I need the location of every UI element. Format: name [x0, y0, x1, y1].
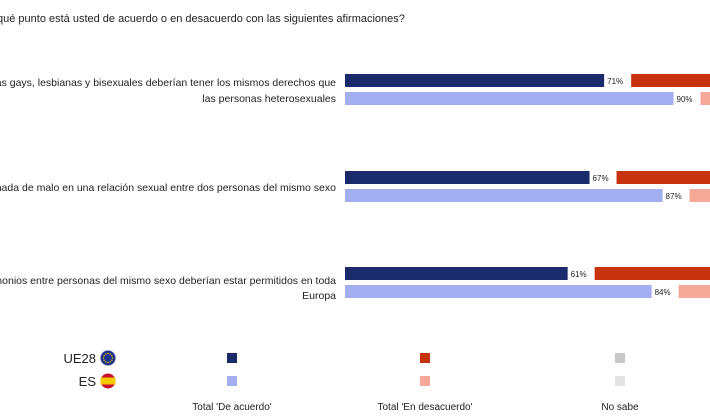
eu-flag-star: [107, 352, 109, 355]
category-label: las personas heterosexuales: [202, 93, 336, 105]
eu-flag-star: [105, 361, 107, 363]
question-text: qué punto está usted de acuerdo o en des…: [0, 13, 405, 25]
bar-agree-ue28: [345, 267, 568, 280]
flag-band: [100, 377, 116, 385]
legend-row-label: UE28: [63, 351, 96, 366]
spain-flag-icon: [100, 373, 116, 389]
value-label: 67%: [593, 174, 609, 183]
bar-agree-es: [345, 189, 663, 202]
category-label: Europa: [302, 290, 336, 302]
legend-swatch-agree: [227, 376, 237, 386]
bar-disagree-es: [689, 189, 710, 202]
bar-disagree-ue28: [616, 171, 710, 184]
legend-swatch-disagree: [420, 376, 430, 386]
eu-flag-star: [103, 355, 105, 357]
value-label: 84%: [655, 288, 671, 297]
value-label: 71%: [607, 77, 623, 86]
bar-agree-es: [345, 285, 652, 298]
bar-agree-ue28: [345, 171, 590, 184]
bar-disagree-es: [700, 92, 710, 105]
category-label: rimonios entre personas del mismo sexo d…: [0, 275, 336, 287]
legend-swatch-dont-know: [615, 353, 625, 363]
category-label: y nada de malo en una relación sexual en…: [0, 182, 336, 194]
legend-swatch-disagree: [420, 353, 430, 363]
eu-flag-star: [111, 357, 114, 359]
eu-flag-star: [105, 353, 107, 355]
legend-column-label: Total 'De acuerdo': [192, 402, 272, 413]
eu-flag-star: [102, 357, 105, 359]
eu-flag-star: [103, 359, 105, 361]
legend-swatch-dont-know: [615, 376, 625, 386]
value-label: 87%: [666, 192, 682, 201]
eu-flag-star: [109, 353, 111, 355]
bar-agree-ue28: [345, 74, 605, 87]
legend-row-label: ES: [79, 374, 97, 389]
legend-column-label: Total 'En desacuerdo': [378, 402, 473, 413]
value-label: 61%: [571, 270, 587, 279]
eu-flag-icon: [100, 350, 116, 366]
bar-disagree-ue28: [631, 74, 710, 87]
eu-flag-star: [111, 355, 113, 357]
legend-swatch-agree: [227, 353, 237, 363]
eu-flag-star: [109, 361, 111, 363]
eu-flag-star: [107, 361, 109, 364]
bar-disagree-ue28: [594, 267, 710, 280]
eu-flag-star: [111, 359, 113, 361]
category-label: onas gays, lesbianas y bisexuales deberí…: [0, 77, 336, 89]
bar-disagree-es: [678, 285, 710, 298]
value-label: 90%: [677, 95, 693, 104]
legend-column-label: No sabe: [601, 402, 639, 413]
bar-agree-es: [345, 92, 674, 105]
